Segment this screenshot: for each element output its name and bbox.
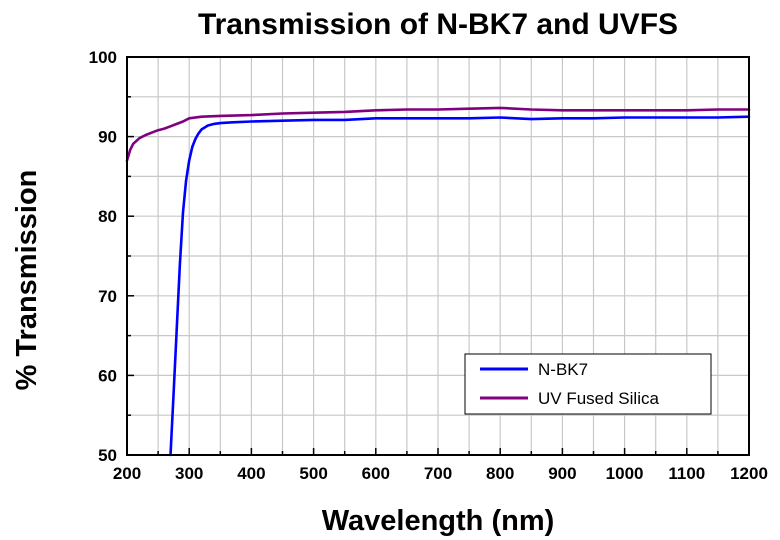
x-tick-label: 200 [113, 464, 141, 483]
series-lines [125, 106, 751, 457]
y-tick-label: 100 [89, 48, 117, 67]
x-tick-label: 1000 [606, 464, 644, 483]
x-tick-label: 700 [424, 464, 452, 483]
series-line-n-bk7 [169, 115, 751, 457]
x-tick-label: 500 [299, 464, 327, 483]
legend-label-uvfs: UV Fused Silica [538, 389, 659, 408]
legend: N-BK7 UV Fused Silica [464, 353, 712, 415]
x-tick-label: 1200 [730, 464, 768, 483]
x-tick-labels: 200 300 400 500 600 700 800 900 1000 1100 1200 [113, 464, 768, 483]
axis-ticks [126, 56, 750, 456]
x-tick-label: 900 [548, 464, 576, 483]
y-tick-labels: 50 60 70 80 90 100 [89, 48, 117, 465]
x-tick-label: 300 [175, 464, 203, 483]
y-tick-label: 60 [98, 366, 117, 385]
chart-title: Transmission of N-BK7 and UVFS [198, 8, 678, 41]
y-axis-title: % Transmission [11, 170, 43, 391]
x-tick-label: 600 [362, 464, 390, 483]
legend-label-nbk7: N-BK7 [538, 360, 588, 379]
x-tick-label: 400 [237, 464, 265, 483]
series-line-uv-fused-silica [125, 106, 751, 162]
x-axis-title: Wavelength (nm) [322, 505, 555, 537]
x-tick-label: 1100 [668, 464, 705, 483]
y-tick-label: 50 [98, 446, 117, 465]
y-tick-label: 90 [98, 128, 117, 147]
y-tick-label: 70 [98, 287, 117, 306]
y-tick-label: 80 [98, 207, 117, 226]
legend-box [464, 353, 712, 415]
x-tick-label: 800 [486, 464, 514, 483]
